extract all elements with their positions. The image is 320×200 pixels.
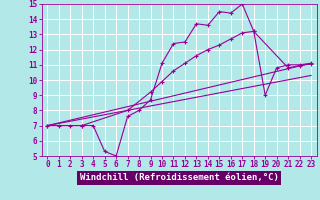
X-axis label: Windchill (Refroidissement éolien,°C): Windchill (Refroidissement éolien,°C) [80,173,279,182]
